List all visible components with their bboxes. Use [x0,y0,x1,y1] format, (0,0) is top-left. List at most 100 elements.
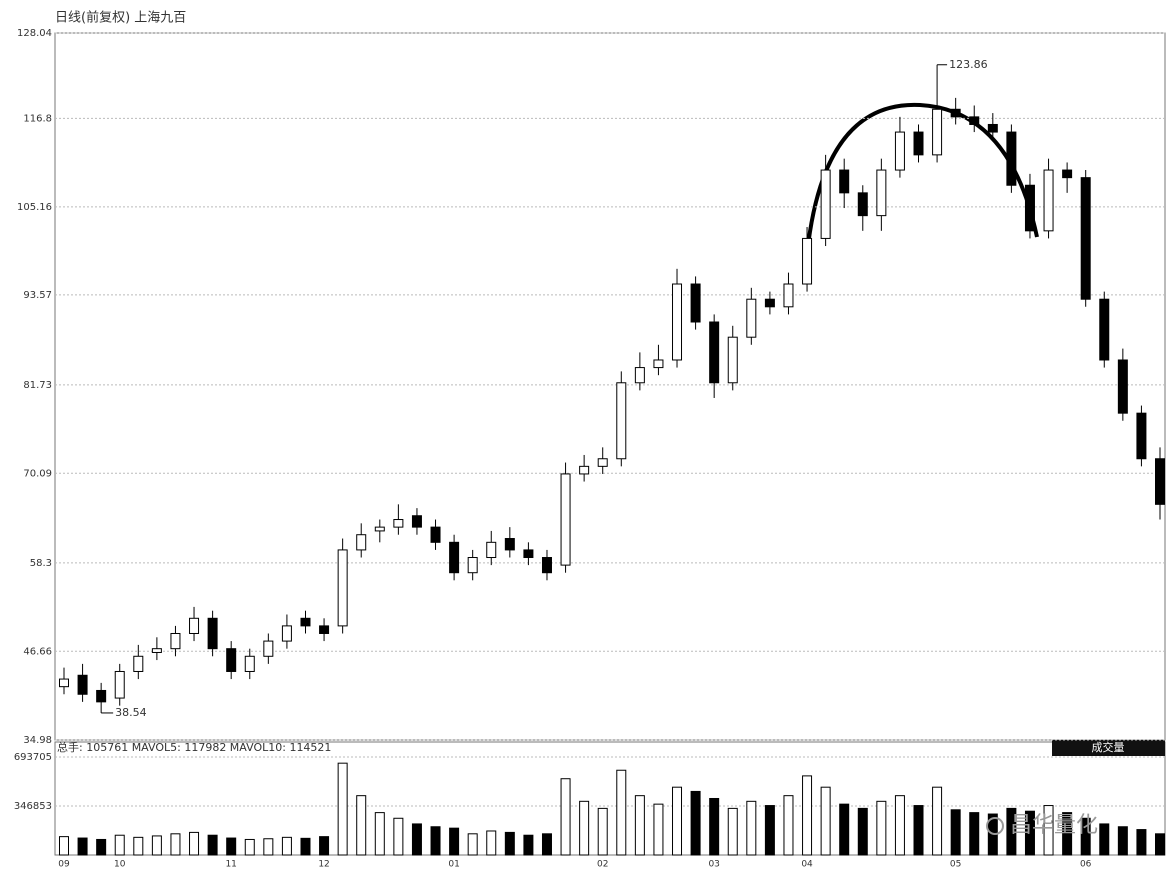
candle-body [96,689,107,703]
volume-bar [393,817,404,856]
volume-bar [597,807,608,856]
candle-body [987,123,998,133]
volume-bar [950,809,961,856]
volume-bar [727,807,738,856]
volume-bar [1006,807,1017,856]
volume-button[interactable] [1052,740,1165,756]
volume-bar [374,812,385,856]
candle-body [634,367,645,384]
volume-bar [300,837,311,856]
volume-panel [54,741,1166,856]
candle-body [244,655,255,672]
volume-bar [411,823,422,856]
volume-bar [170,833,181,856]
candle-body [1117,359,1128,414]
candle-body [77,674,88,695]
y-tick-label: 93.57 [23,290,52,301]
volume-bar [337,762,348,856]
volume-bar [319,836,330,856]
candle-body [281,625,292,642]
candle-body [857,192,868,217]
volume-bar [783,795,794,856]
candle-body [1024,184,1035,232]
volume-bar [151,835,162,856]
candle-body [802,237,813,285]
volume-bar [857,807,868,856]
volume-bar [77,837,88,856]
volume-bar [207,834,218,856]
volume-bar [523,834,534,856]
candle-body [894,131,905,171]
candle-body [950,108,961,118]
candle-body [579,465,590,475]
y-tick-label: 34.98 [23,735,52,746]
volume-bar [894,795,905,856]
volume-bar [244,838,255,856]
volume-bar [1062,812,1073,856]
candle-body [263,640,274,657]
candle-body [430,526,441,543]
volume-bar [634,795,645,856]
candle-body [541,557,552,574]
x-tick-label: 11 [225,860,236,870]
volume-bar [1117,826,1128,856]
volume-bar [1080,817,1091,856]
volume-bar [541,833,552,856]
candle-body [876,169,887,217]
volume-bar [560,778,571,856]
candle-body [820,169,831,239]
x-tick-label: 06 [1080,860,1092,870]
candle-body [560,473,571,566]
candle-body [151,648,162,653]
candle-body [411,515,422,528]
candle-body [449,541,460,574]
candle-body [839,169,850,194]
volume-bar [1043,805,1054,856]
volume-bar [1024,810,1035,856]
candle-body [300,617,311,627]
volume-bar [746,800,757,856]
volume-bar [430,826,441,856]
volume-bar [579,800,590,856]
volume-bar [189,831,200,856]
volume-bar [1099,823,1110,856]
candle-body [226,648,237,672]
x-tick-label: 05 [950,860,961,870]
y-tick-label: 70.09 [23,468,52,479]
min-label: 38.54 [115,706,147,719]
y-tick-label: 58.3 [30,558,52,569]
volume-bar [764,805,775,856]
volume-bar [486,830,497,856]
x-tick-label: 04 [801,860,813,870]
x-tick-label: 10 [114,860,126,870]
volume-bar [1136,829,1147,856]
candle-body [504,538,515,551]
volume-button-label[interactable]: 成交量 [1092,740,1125,754]
volume-bar [690,790,701,856]
volume-bar [226,837,237,856]
volume-bar [616,769,627,856]
candle-body [653,359,664,369]
volume-bar [969,812,980,856]
candle-body [783,283,794,308]
candle-body [932,108,943,156]
candle-body [393,519,404,528]
volume-bar [1155,833,1165,856]
candle-body [467,557,478,574]
y-tick-label: 81.73 [23,380,52,391]
volume-bar [114,834,125,856]
volume-bar [263,838,274,856]
volume-tick-label: 346853 [14,801,52,812]
candle-body [207,617,218,650]
candle-body [59,678,69,688]
candle-body [1099,298,1110,361]
candle-body [1043,169,1054,232]
volume-bar [59,836,69,856]
y-tick-label: 128.04 [17,28,52,39]
volume-bar [281,836,292,856]
candle-body [764,298,775,308]
candle-body [1062,169,1073,179]
watermark-icon [986,817,1004,835]
